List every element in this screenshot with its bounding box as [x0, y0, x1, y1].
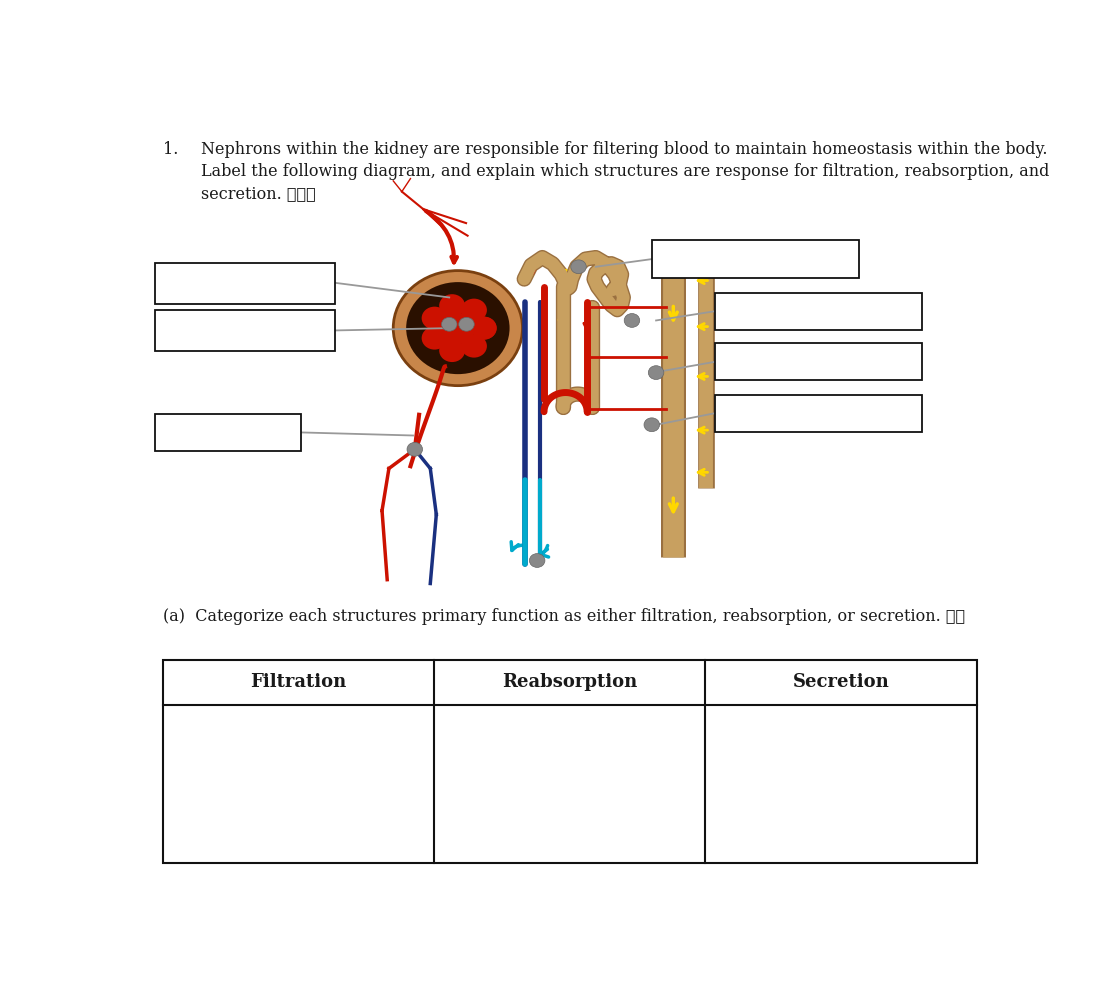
Circle shape [470, 317, 497, 340]
Circle shape [406, 282, 509, 374]
Bar [155, 414, 301, 451]
Circle shape [648, 366, 664, 379]
Circle shape [421, 327, 447, 350]
Circle shape [407, 442, 423, 456]
Text: Nephrons within the kidney are responsible for filtering blood to maintain homeo: Nephrons within the kidney are responsib… [201, 141, 1048, 158]
Bar [715, 293, 922, 330]
Circle shape [529, 554, 545, 568]
Circle shape [439, 339, 465, 363]
Text: Filtration: Filtration [250, 673, 347, 691]
Bar [155, 263, 336, 304]
Bar [163, 660, 976, 864]
Text: Label the following diagram, and explain which structures are response for filtr: Label the following diagram, and explain… [201, 163, 1050, 180]
Circle shape [461, 299, 487, 322]
Circle shape [421, 307, 447, 330]
Text: Secretion: Secretion [793, 673, 890, 691]
Circle shape [394, 271, 523, 385]
Bar [652, 240, 858, 278]
Text: (a)  Categorize each structures primary function as either filtration, reabsorpt: (a) Categorize each structures primary f… [163, 608, 965, 625]
Circle shape [461, 335, 487, 358]
Circle shape [459, 318, 474, 332]
Circle shape [470, 317, 497, 340]
Circle shape [441, 318, 457, 332]
Text: Reabsorption: Reabsorption [503, 673, 637, 691]
Circle shape [624, 314, 639, 328]
Bar [155, 311, 336, 352]
Circle shape [439, 294, 465, 317]
Bar [715, 394, 922, 431]
Text: 1.: 1. [163, 141, 179, 158]
Bar [715, 344, 922, 380]
Text: secretion. ✓✓✓: secretion. ✓✓✓ [201, 185, 316, 202]
Circle shape [644, 418, 659, 431]
Circle shape [570, 260, 586, 274]
Circle shape [440, 313, 475, 344]
